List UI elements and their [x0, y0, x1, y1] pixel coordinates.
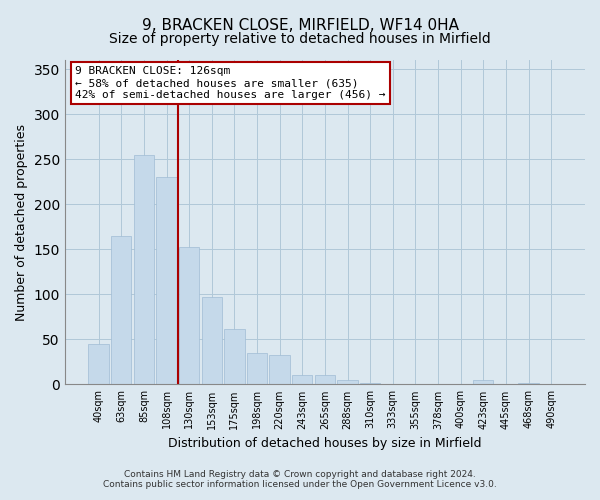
Bar [111, 236, 131, 384]
Bar [518, 382, 539, 384]
X-axis label: Distribution of detached houses by size in Mirfield: Distribution of detached houses by size … [168, 437, 482, 450]
Y-axis label: Number of detached properties: Number of detached properties [15, 124, 28, 320]
Bar [202, 297, 222, 384]
Text: 9, BRACKEN CLOSE, MIRFIELD, WF14 0HA: 9, BRACKEN CLOSE, MIRFIELD, WF14 0HA [142, 18, 458, 32]
Bar [269, 354, 290, 384]
Bar [157, 177, 176, 384]
Text: Size of property relative to detached houses in Mirfield: Size of property relative to detached ho… [109, 32, 491, 46]
Bar [360, 382, 380, 384]
Text: Contains HM Land Registry data © Crown copyright and database right 2024.
Contai: Contains HM Land Registry data © Crown c… [103, 470, 497, 489]
Bar [88, 344, 109, 385]
Bar [315, 376, 335, 384]
Text: 9 BRACKEN CLOSE: 126sqm
← 58% of detached houses are smaller (635)
42% of semi-d: 9 BRACKEN CLOSE: 126sqm ← 58% of detache… [75, 66, 386, 100]
Bar [473, 380, 493, 384]
Bar [337, 380, 358, 384]
Bar [134, 154, 154, 384]
Bar [179, 246, 199, 384]
Bar [224, 328, 245, 384]
Bar [292, 374, 313, 384]
Bar [247, 353, 267, 384]
